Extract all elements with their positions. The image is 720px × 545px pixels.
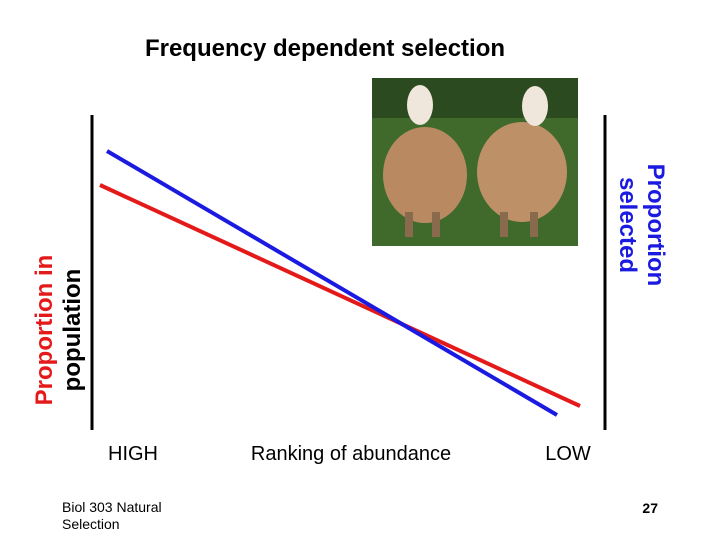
slide-title: Frequency dependent selection	[145, 35, 505, 62]
left-axis-label: Proportion in	[31, 255, 58, 406]
bottom-label: Ranking of abundance	[251, 443, 451, 465]
right-axis-label: Proportion	[642, 164, 669, 287]
selection-line	[105, 149, 559, 417]
right-axis-label: selected	[614, 177, 641, 273]
left-axis-label: population	[59, 269, 86, 392]
population-line	[99, 183, 581, 408]
footer-course: Selection	[62, 516, 120, 532]
page-number: 27	[642, 500, 658, 516]
footer-course: Biol 303 Natural	[62, 499, 162, 515]
sheep-photo	[372, 78, 578, 246]
bottom-label: HIGH	[108, 443, 158, 465]
bottom-label: LOW	[545, 443, 591, 465]
